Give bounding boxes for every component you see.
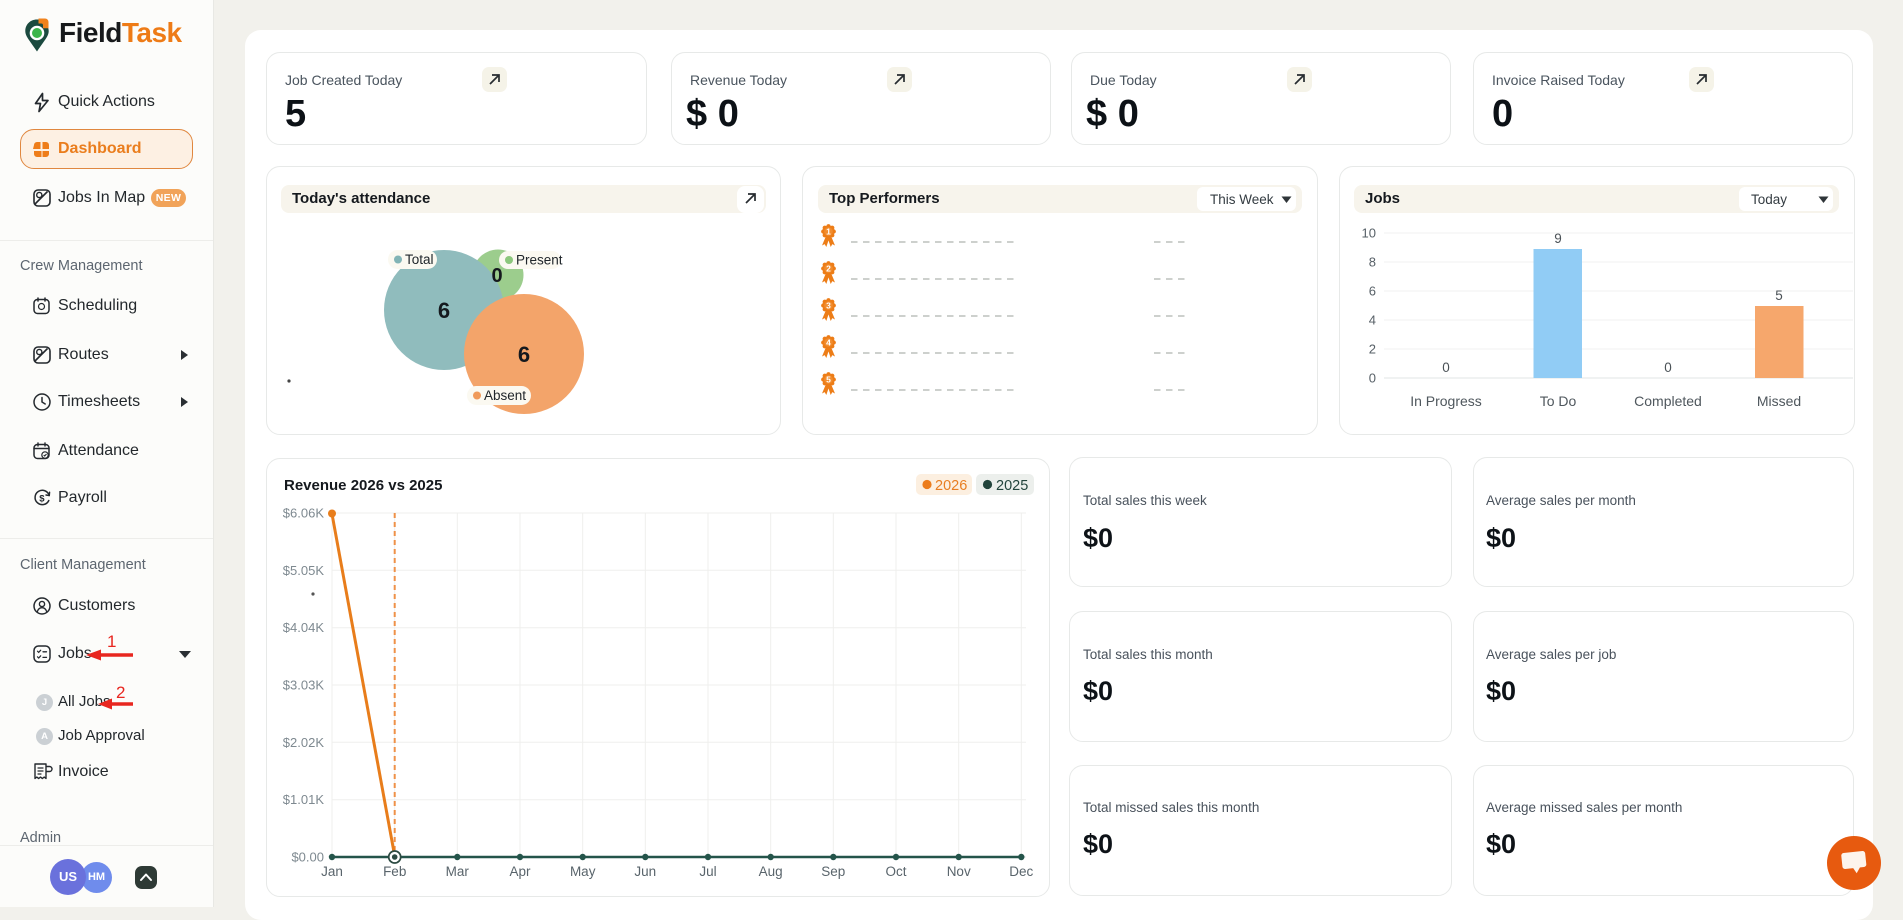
svg-text:Jul: Jul — [699, 864, 716, 879]
svg-text:6: 6 — [438, 298, 450, 323]
svg-text:Sep: Sep — [821, 864, 845, 879]
svg-text:8: 8 — [1369, 255, 1376, 270]
svg-text:0: 0 — [1369, 371, 1376, 386]
svg-text:3: 3 — [826, 301, 831, 311]
svg-text:Jan: Jan — [321, 864, 343, 879]
svg-text:In Progress: In Progress — [1410, 393, 1482, 409]
svg-text:$1.01K: $1.01K — [283, 792, 325, 807]
svg-text:Apr: Apr — [509, 864, 531, 879]
svg-text:$3.03K: $3.03K — [283, 678, 325, 693]
svg-text:To Do: To Do — [1540, 393, 1577, 409]
svg-text:6: 6 — [518, 342, 530, 367]
svg-text:Dec: Dec — [1009, 864, 1033, 879]
svg-text:Nov: Nov — [947, 864, 971, 879]
svg-text:$0.00: $0.00 — [291, 850, 324, 865]
svg-text:Oct: Oct — [885, 864, 906, 879]
svg-text:$5.05K: $5.05K — [283, 563, 325, 578]
svg-text:$2.02K: $2.02K — [283, 735, 325, 750]
svg-text:6: 6 — [1369, 284, 1376, 299]
svg-text:0: 0 — [1442, 360, 1450, 375]
svg-text:2: 2 — [1369, 342, 1376, 357]
svg-text:$4.04K: $4.04K — [283, 620, 325, 635]
svg-text:Total: Total — [405, 252, 434, 267]
svg-text:Jun: Jun — [634, 864, 656, 879]
svg-text:$: $ — [39, 494, 45, 505]
svg-text:Present: Present — [516, 253, 563, 268]
svg-text:Aug: Aug — [759, 864, 783, 879]
svg-text:Feb: Feb — [383, 864, 406, 879]
svg-text:2: 2 — [826, 264, 831, 274]
svg-text:5: 5 — [826, 375, 831, 385]
svg-text:Mar: Mar — [446, 864, 470, 879]
svg-text:10: 10 — [1362, 226, 1376, 241]
svg-text:Absent: Absent — [484, 388, 526, 403]
svg-text:1: 1 — [826, 227, 831, 237]
svg-text:2026: 2026 — [935, 478, 967, 494]
svg-text:Completed: Completed — [1634, 393, 1702, 409]
svg-text:5: 5 — [1775, 288, 1783, 303]
svg-text:$6.06K: $6.06K — [283, 506, 325, 521]
svg-text:Missed: Missed — [1757, 393, 1801, 409]
svg-text:9: 9 — [1554, 231, 1562, 246]
svg-text:4: 4 — [826, 338, 831, 348]
svg-text:2025: 2025 — [996, 478, 1028, 494]
svg-text:May: May — [570, 864, 596, 879]
svg-text:0: 0 — [491, 265, 502, 287]
svg-text:4: 4 — [1369, 313, 1376, 328]
svg-text:0: 0 — [1664, 360, 1672, 375]
